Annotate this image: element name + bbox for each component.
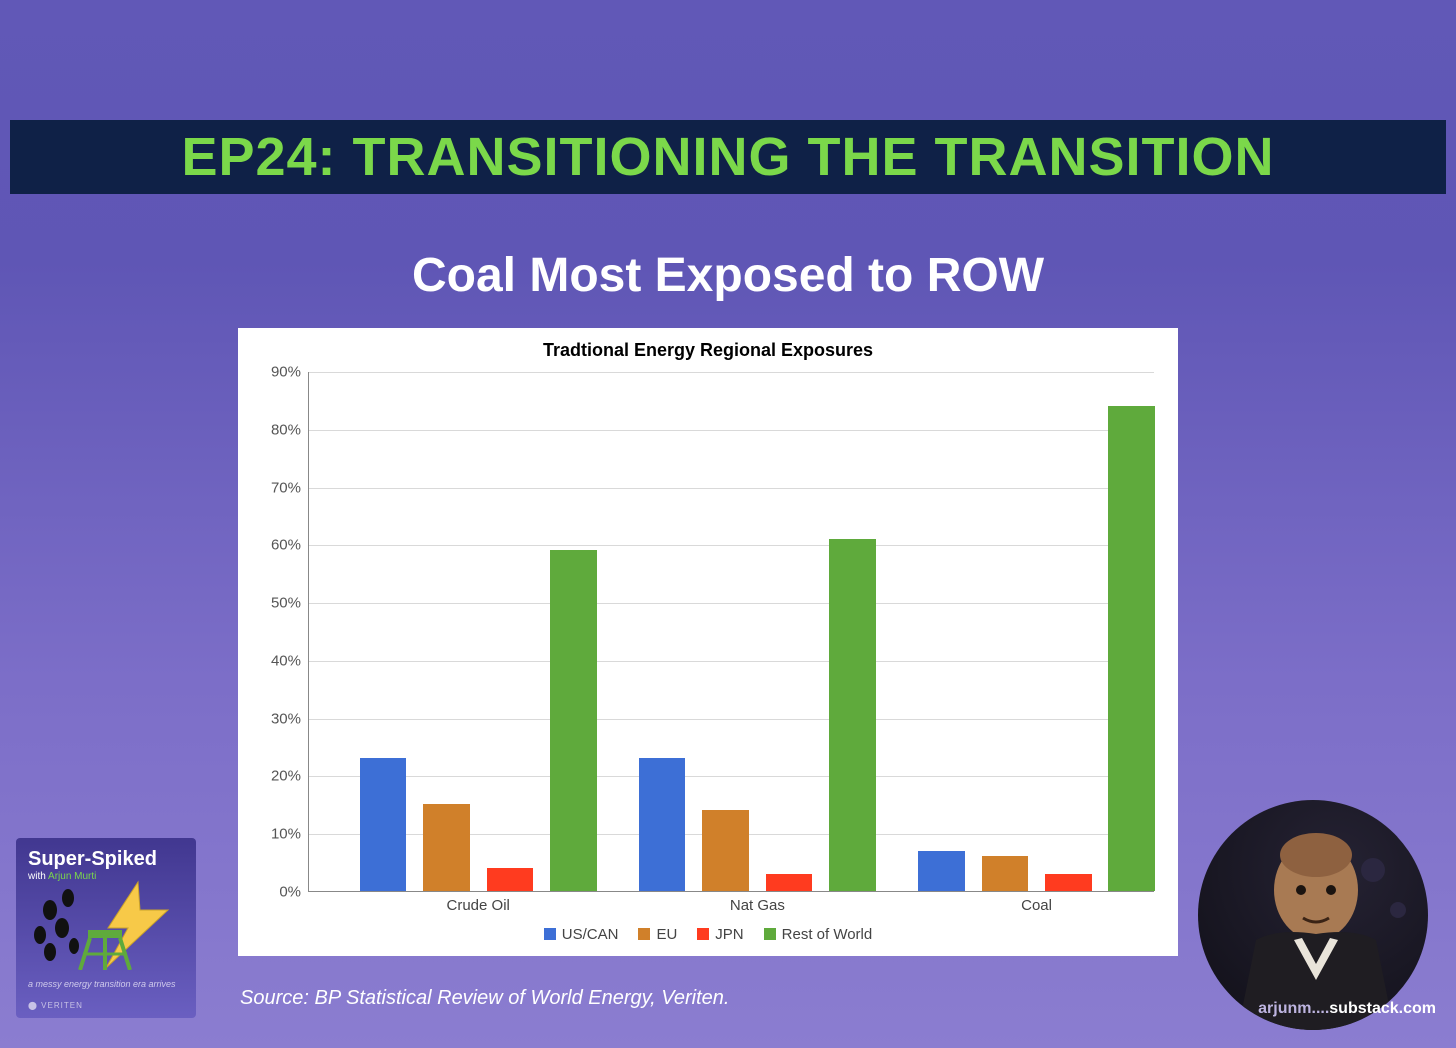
legend-item: EU bbox=[638, 926, 677, 943]
bar bbox=[423, 804, 470, 891]
gridline bbox=[309, 372, 1154, 373]
gridline bbox=[309, 430, 1154, 431]
bar bbox=[829, 539, 876, 891]
speaker-avatar bbox=[1198, 800, 1428, 1030]
episode-title: EP24: TRANSITIONING THE TRANSITION bbox=[28, 126, 1428, 188]
y-tick-label: 30% bbox=[271, 710, 309, 727]
source-attribution: Source: BP Statistical Review of World E… bbox=[240, 987, 729, 1010]
y-tick-label: 60% bbox=[271, 537, 309, 554]
slide-title: Coal Most Exposed to ROW bbox=[0, 248, 1456, 303]
legend-swatch bbox=[697, 928, 709, 940]
legend-swatch bbox=[544, 928, 556, 940]
bar bbox=[702, 810, 749, 891]
legend-item: US/CAN bbox=[544, 926, 619, 943]
plot-area: 0%10%20%30%40%50%60%70%80%90%Crude OilNa… bbox=[308, 372, 1154, 892]
y-tick-label: 20% bbox=[271, 768, 309, 785]
y-tick-label: 90% bbox=[271, 364, 309, 381]
chart-card: Tradtional Energy Regional Exposures 0%1… bbox=[238, 328, 1178, 956]
legend-item: JPN bbox=[697, 926, 743, 943]
legend-label: US/CAN bbox=[562, 926, 619, 943]
y-tick-label: 10% bbox=[271, 826, 309, 843]
gridline bbox=[309, 603, 1154, 604]
bar bbox=[487, 868, 534, 891]
x-tick-label: Nat Gas bbox=[730, 891, 785, 914]
legend-swatch bbox=[638, 928, 650, 940]
chart-legend: US/CAN EU JPN Rest of World bbox=[238, 926, 1178, 945]
bar bbox=[918, 851, 965, 891]
bar bbox=[1045, 874, 1092, 891]
legend-label: JPN bbox=[715, 926, 743, 943]
y-tick-label: 70% bbox=[271, 479, 309, 496]
gridline bbox=[309, 488, 1154, 489]
y-tick-label: 0% bbox=[279, 884, 309, 901]
gridline bbox=[309, 719, 1154, 720]
substack-url: arjunm....substack.com bbox=[1258, 1000, 1436, 1018]
bar bbox=[550, 550, 597, 891]
y-tick-label: 80% bbox=[271, 421, 309, 438]
gridline bbox=[309, 661, 1154, 662]
x-tick-label: Crude Oil bbox=[447, 891, 510, 914]
logo-brand: ⬤ VERITEN bbox=[28, 1001, 83, 1010]
bar bbox=[1108, 406, 1155, 891]
bar bbox=[766, 874, 813, 891]
y-tick-label: 40% bbox=[271, 652, 309, 669]
x-tick-label: Coal bbox=[1021, 891, 1052, 914]
bar bbox=[360, 758, 407, 891]
chart-title: Tradtional Energy Regional Exposures bbox=[238, 328, 1178, 361]
bar bbox=[639, 758, 686, 891]
gridline bbox=[309, 776, 1154, 777]
legend-item: Rest of World bbox=[764, 926, 873, 943]
legend-swatch bbox=[764, 928, 776, 940]
logo-graphic-icon bbox=[28, 880, 184, 970]
episode-banner: EP24: TRANSITIONING THE TRANSITION bbox=[10, 120, 1446, 194]
bar bbox=[982, 856, 1029, 891]
legend-label: EU bbox=[656, 926, 677, 943]
logo-title: Super-Spiked bbox=[28, 848, 184, 871]
podcast-logo: Super-Spiked with Arjun Murti a messy en… bbox=[16, 838, 196, 1018]
y-tick-label: 50% bbox=[271, 595, 309, 612]
gridline bbox=[309, 545, 1154, 546]
legend-label: Rest of World bbox=[782, 926, 873, 943]
logo-tagline: a messy energy transition era arrives bbox=[28, 980, 184, 990]
